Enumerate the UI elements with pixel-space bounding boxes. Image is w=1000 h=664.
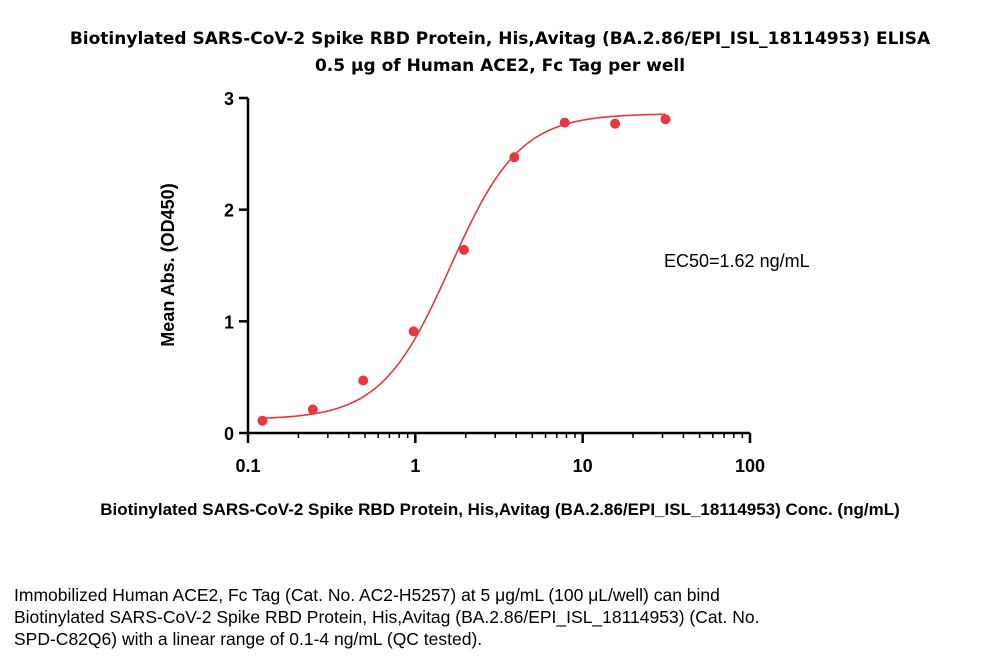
ec50-annotation: EC50=1.62 ng/mL (664, 251, 810, 271)
data-point (458, 244, 469, 255)
x-tick-label: 100 (735, 456, 765, 476)
caption-line-2: Biotinylated SARS-CoV-2 Spike RBD Protei… (14, 607, 760, 627)
caption-line-3: SPD-C82Q6) with a linear range of 0.1-4 … (14, 629, 483, 649)
data-point (660, 114, 671, 125)
data-point (509, 152, 520, 163)
y-tick-label: 2 (224, 201, 234, 221)
chart-title: Biotinylated SARS-CoV-2 Spike RBD Protei… (69, 29, 931, 49)
x-tick-label: 0.1 (235, 456, 260, 476)
data-point (358, 375, 369, 386)
data-point (408, 326, 419, 337)
caption-line-1: Immobilized Human ACE2, Fc Tag (Cat. No.… (14, 585, 720, 605)
data-point (559, 117, 570, 128)
y-tick-label: 3 (224, 89, 234, 109)
data-point (257, 415, 268, 426)
x-axis-label: Biotinylated SARS-CoV-2 Spike RBD Protei… (100, 500, 900, 519)
elisa-chart: 0 1 2 3 0.1 1 10 100 EC50=1.62 ng/mL Mean Abs. … (100, 89, 900, 519)
chart-subtitle: 0.5 μg of Human ACE2, Fc Tag per well (314, 56, 686, 76)
x-tick-label: 1 (410, 456, 420, 476)
y-tick-label: 1 (224, 312, 234, 332)
data-point (610, 118, 621, 129)
data-points (257, 114, 671, 426)
y-tick-label: 0 (224, 424, 234, 444)
fit-curve (262, 113, 666, 420)
data-point (307, 404, 318, 415)
figure-caption: Immobilized Human ACE2, Fc Tag (Cat. No.… (14, 584, 914, 650)
chart-axes: 0 1 2 3 0.1 1 10 100 (224, 89, 765, 476)
y-axis-label: Mean Abs. (OD450) (158, 183, 178, 346)
x-tick-label: 10 (573, 456, 593, 476)
